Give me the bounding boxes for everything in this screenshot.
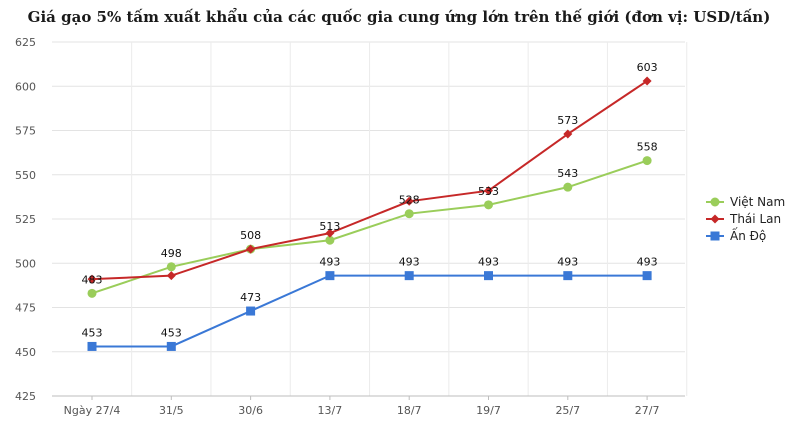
- series-line-vietnam: [91, 159, 648, 295]
- y-tick-label: 575: [15, 125, 36, 138]
- data-point-vietnam: [484, 200, 493, 210]
- data-point-india: [87, 341, 97, 351]
- data-point-thailand: [404, 196, 414, 206]
- legend-label-thailand: Thái Lan: [729, 212, 781, 226]
- grid-lines: [52, 41, 688, 397]
- data-label-vietnam: 533: [478, 185, 499, 198]
- y-tick-label: 450: [15, 346, 36, 359]
- data-point-thailand: [87, 274, 97, 284]
- data-label-vietnam: 543: [557, 167, 578, 180]
- data-point-vietnam: [563, 182, 573, 192]
- data-label-vietnam: 513: [319, 220, 340, 233]
- data-point-vietnam: [404, 209, 414, 219]
- data-point-vietnam: [642, 156, 652, 166]
- y-tick-label: 550: [15, 169, 36, 182]
- data-point-thailand: [484, 186, 493, 196]
- y-tick-label: 600: [15, 80, 36, 93]
- data-point-vietnam: [87, 288, 97, 298]
- data-label-thailand: 603: [637, 61, 658, 74]
- legend-marker-vietnam: [710, 197, 720, 207]
- legend-label-vietnam: Việt Nam: [730, 195, 785, 209]
- data-label-thailand: 508: [240, 229, 261, 242]
- data-label-india: 493: [557, 256, 578, 269]
- x-tick-label: 27/7: [635, 404, 660, 417]
- data-label-india: 453: [82, 326, 103, 339]
- data-point-thailand: [563, 129, 573, 139]
- axes: 425 450 475 500 525 550 575 600 625 Ngày 27/4 31/5…: [15, 36, 685, 417]
- x-tick-label: 18/7: [397, 404, 422, 417]
- data-point-india: [404, 271, 414, 281]
- data-point-india: [563, 271, 573, 281]
- data-label-india: 473: [240, 291, 261, 304]
- data-point-vietnam: [325, 235, 335, 245]
- data-label-india: 493: [637, 256, 658, 269]
- data-label-thailand: 573: [557, 114, 578, 127]
- data-point-india: [642, 271, 652, 281]
- data-label-india: 453: [161, 326, 182, 339]
- series-line-india: [92, 274, 648, 348]
- y-tick-label: 625: [15, 36, 36, 49]
- legend-label-india: Ấn Độ: [730, 227, 766, 243]
- data-point-thailand: [166, 271, 176, 281]
- data-point-india: [246, 306, 256, 316]
- data-label-india: 493: [478, 256, 499, 269]
- legend-marker-india: [710, 231, 720, 241]
- data-point-india: [325, 271, 335, 281]
- data-label-vietnam: 558: [637, 141, 658, 154]
- series-lines: [87, 76, 652, 351]
- x-tick-label: Ngày 27/4: [64, 404, 121, 417]
- x-tick-label: 13/7: [318, 404, 343, 417]
- data-label-vietnam: 528: [399, 194, 420, 207]
- data-point-india: [484, 271, 493, 281]
- chart-title: Giá gạo 5% tấm xuất khẩu của các quốc gi…: [27, 8, 771, 26]
- data-point-thailand: [325, 228, 335, 238]
- data-labels: 483 498 513 528 533 543 558 508 573 603 453 453 473 4…: [82, 61, 658, 340]
- series-line-thailand: [91, 80, 648, 281]
- data-label-vietnam: 483: [82, 273, 103, 286]
- x-tick-label: 19/7: [476, 404, 501, 417]
- y-tick-label: 475: [15, 302, 36, 315]
- data-point-vietnam: [166, 262, 176, 272]
- y-tick-label: 425: [15, 390, 36, 403]
- data-label-india: 493: [319, 256, 340, 269]
- legend-marker-thailand: [710, 214, 720, 224]
- data-point-india: [166, 341, 176, 351]
- data-label-vietnam: 498: [161, 247, 182, 260]
- y-tick-label: 525: [15, 213, 36, 226]
- data-point-thailand: [246, 244, 256, 254]
- data-point-thailand: [642, 76, 652, 86]
- data-label-india: 493: [399, 256, 420, 269]
- x-tick-label: 30/6: [238, 404, 263, 417]
- x-tick-label: 31/5: [159, 404, 184, 417]
- x-tick-label: 25/7: [555, 404, 580, 417]
- y-tick-label: 500: [15, 257, 36, 270]
